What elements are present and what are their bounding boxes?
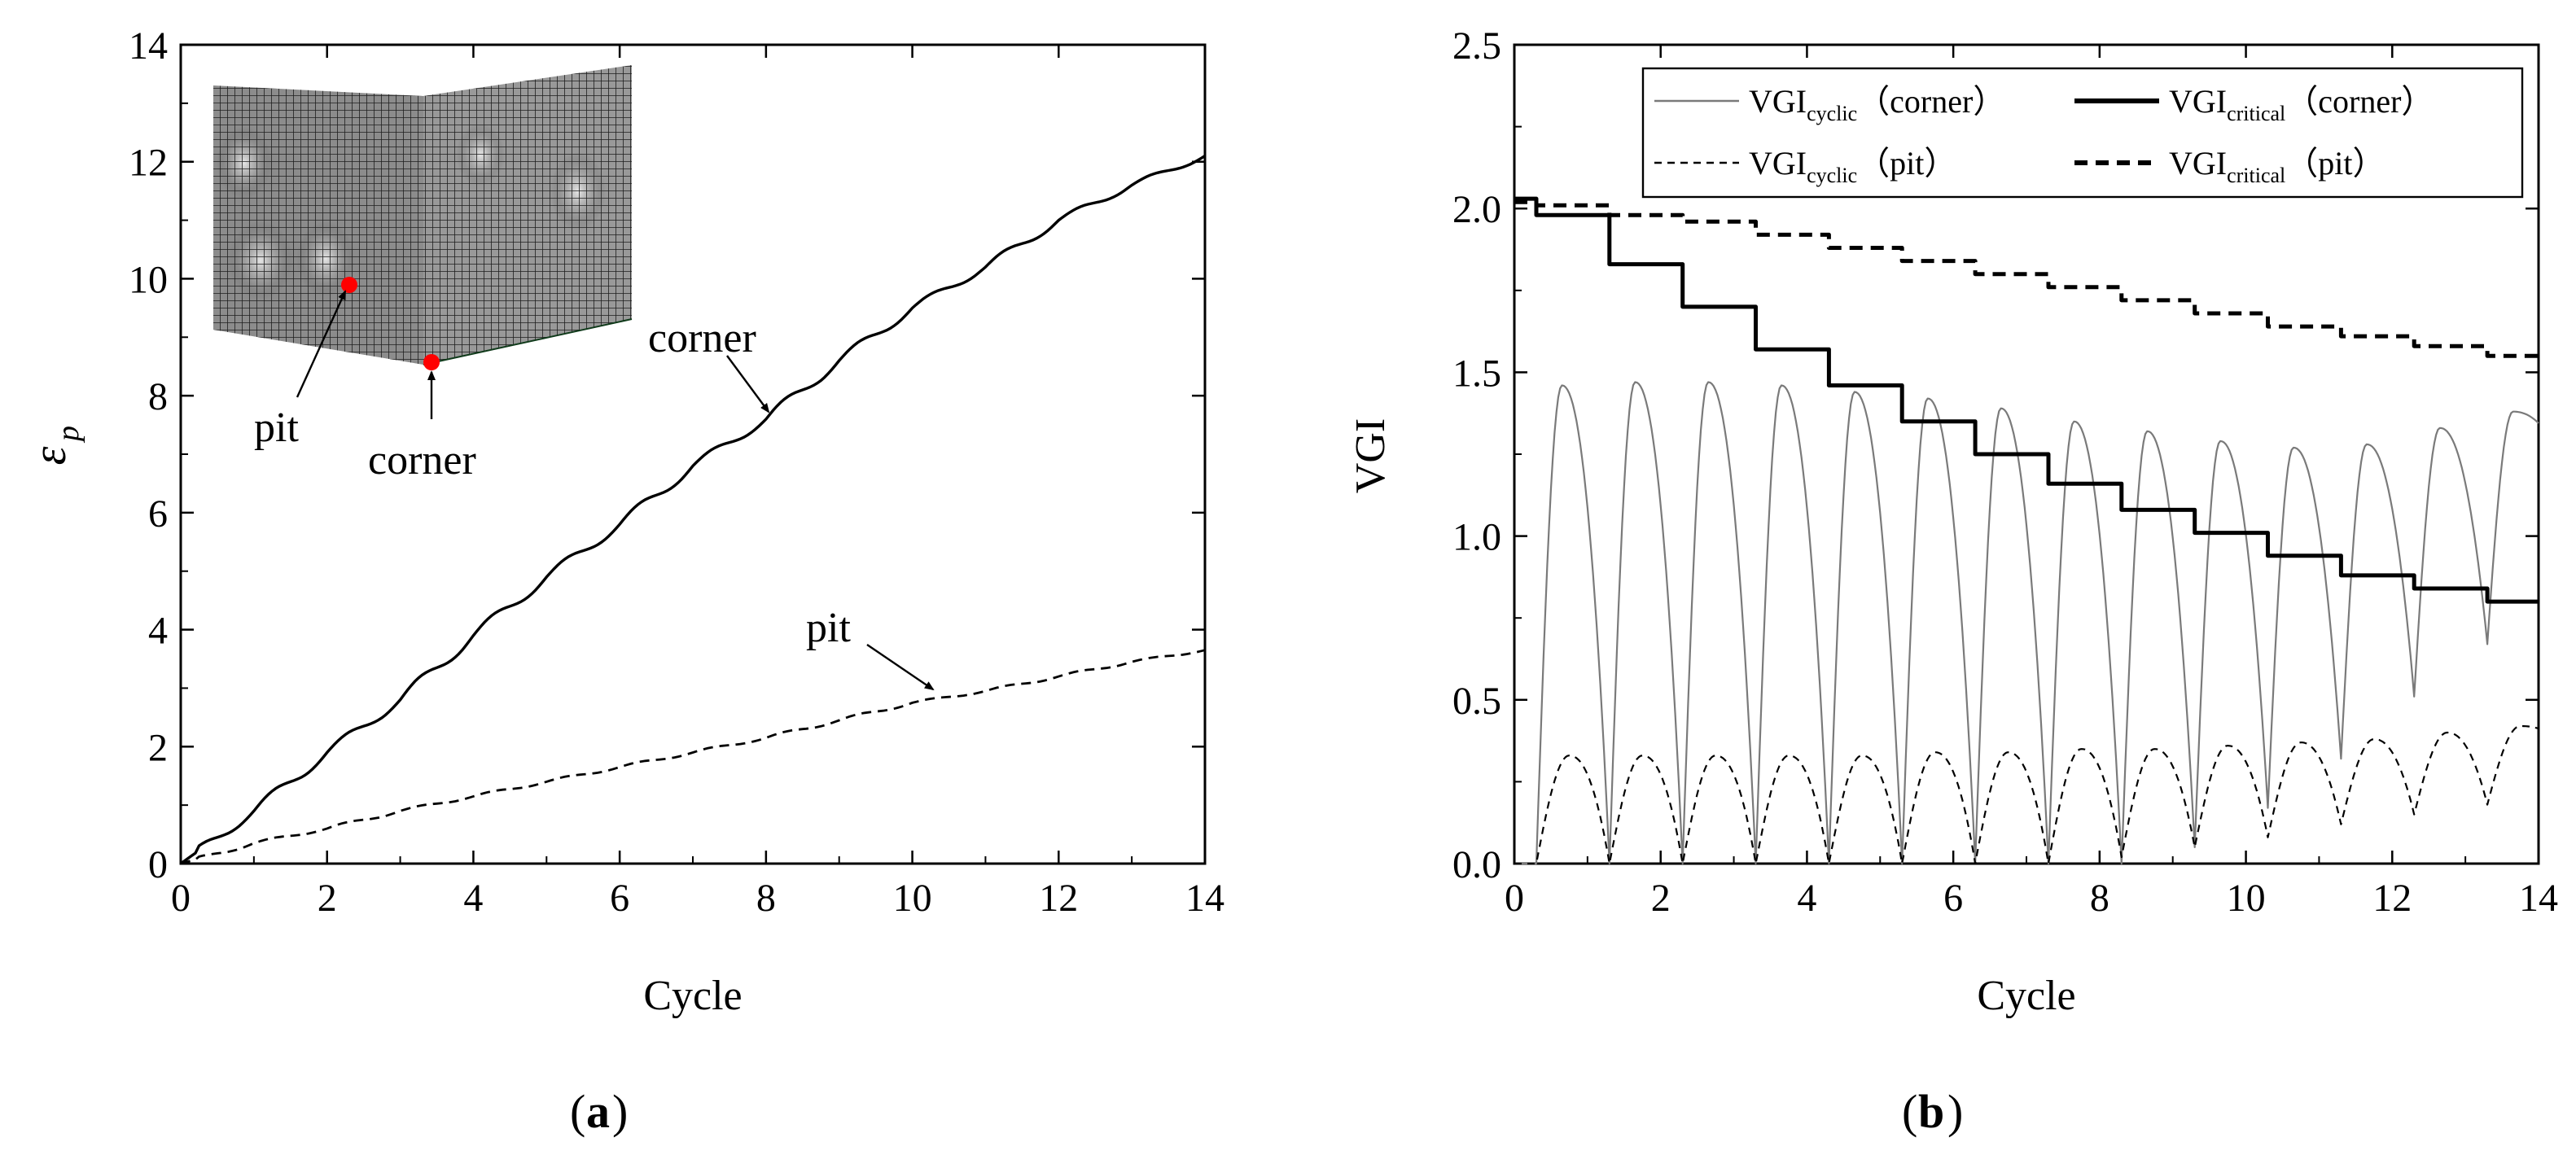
pit-arrow bbox=[296, 290, 347, 398]
x-tick-label-a: 6 bbox=[610, 877, 629, 920]
y-axis-title-a: ε p bbox=[23, 426, 85, 465]
y-tick-label-b: 0.0 bbox=[1452, 843, 1501, 886]
panel-label-b: ( b ) bbox=[1902, 1085, 1963, 1138]
legend-suffix-3: （pit） bbox=[2285, 145, 2385, 182]
y-axis-a: 0 2 4 6 8 10 12 14 bbox=[129, 24, 1205, 886]
y-axis-title-a-main: ε bbox=[23, 446, 76, 465]
legend-main-0: VGI bbox=[1749, 83, 1807, 120]
series-line-vgi-critical-pit bbox=[1514, 199, 2541, 363]
x-tick-label-b: 8 bbox=[2090, 877, 2109, 920]
pit-marker bbox=[341, 277, 357, 293]
x-tick-label-b: 14 bbox=[2519, 877, 2558, 920]
y-tick-label-a: 8 bbox=[148, 375, 168, 418]
legend-b: VGIcyclic（corner） VGIcritical（corner） VG… bbox=[1641, 67, 2524, 199]
x-tick-label-a: 14 bbox=[1185, 877, 1224, 920]
y-tick-label-a: 2 bbox=[148, 726, 168, 769]
annotation-arrow-corner bbox=[726, 355, 770, 413]
y-tick-label-a: 6 bbox=[148, 492, 168, 536]
y-tick-label-a: 12 bbox=[129, 142, 168, 185]
x-tick-label-a: 12 bbox=[1039, 877, 1078, 920]
x-axis-title-b: Cycle bbox=[1977, 973, 2075, 1019]
x-tick-label-b: 6 bbox=[1943, 877, 1963, 920]
series-line-vgi-cyclic-pit bbox=[1514, 724, 2539, 865]
series-line-corner bbox=[180, 155, 1206, 865]
x-tick-label-b: 4 bbox=[1797, 877, 1816, 920]
y-tick-label-a: 10 bbox=[129, 258, 168, 301]
legend-frame bbox=[1641, 67, 2524, 199]
svg-text:): ) bbox=[1947, 1085, 1963, 1138]
y-axis-title-a-sub: p bbox=[51, 426, 85, 444]
corner-marker bbox=[423, 354, 440, 370]
annotation-corner: corner bbox=[648, 315, 756, 361]
series-group-a bbox=[180, 155, 1206, 865]
legend-suffix-2: （pit） bbox=[1857, 145, 1956, 182]
x-tick-label-a: 10 bbox=[893, 877, 932, 920]
svg-text:VGIcritical（pit）: VGIcritical（pit） bbox=[2169, 145, 2385, 187]
inset-label-pit: pit bbox=[254, 405, 299, 451]
svg-text:): ) bbox=[612, 1085, 628, 1138]
panel-label-b-letter: b bbox=[1918, 1085, 1944, 1138]
x-tick-label-b: 2 bbox=[1651, 877, 1671, 920]
y-tick-label-a: 0 bbox=[148, 843, 168, 886]
y-tick-label-b: 1.0 bbox=[1452, 516, 1501, 559]
x-axis-title-a: Cycle bbox=[643, 973, 742, 1019]
annotation-pit: pit bbox=[806, 605, 851, 651]
y-tick-label-b: 2.0 bbox=[1452, 188, 1501, 231]
svg-text:(: ( bbox=[1902, 1085, 1917, 1138]
legend-item-critical-pit: VGIcritical（pit） bbox=[2074, 145, 2385, 187]
series-line-pit bbox=[180, 649, 1206, 865]
x-tick-label-a: 4 bbox=[463, 877, 483, 920]
x-axis-a: 0 2 4 6 8 10 12 14 bbox=[171, 45, 1224, 920]
y-tick-label-b: 0.5 bbox=[1452, 680, 1501, 723]
svg-text:VGIcyclic（pit）: VGIcyclic（pit） bbox=[1749, 145, 1956, 187]
x-tick-label-b: 0 bbox=[1505, 877, 1524, 920]
series-group-b bbox=[1514, 196, 2541, 865]
legend-item-critical-corner: VGIcritical（corner） bbox=[2074, 83, 2434, 125]
y-axis-title-b: VGI bbox=[1347, 418, 1394, 493]
legend-sub-2: cyclic bbox=[1807, 164, 1857, 187]
x-tick-label-a: 8 bbox=[756, 877, 776, 920]
x-tick-label-a: 2 bbox=[318, 877, 337, 920]
legend-main-1: VGI bbox=[2169, 83, 2227, 120]
legend-main-3: VGI bbox=[2169, 145, 2227, 182]
legend-main-2: VGI bbox=[1749, 145, 1807, 182]
y-tick-label-b: 1.5 bbox=[1452, 352, 1501, 395]
series-line-vgi-critical-corner bbox=[1514, 196, 2539, 604]
svg-text:VGIcritical（corner）: VGIcritical（corner） bbox=[2169, 83, 2434, 125]
x-tick-label-b: 12 bbox=[2372, 877, 2412, 920]
annotation-arrow-pit bbox=[866, 644, 935, 691]
y-tick-label-a: 4 bbox=[148, 610, 168, 653]
legend-item-cyclic-corner: VGIcyclic（corner） bbox=[1654, 83, 2005, 125]
inset-label-corner: corner bbox=[368, 437, 476, 483]
y-tick-label-b: 2.5 bbox=[1452, 24, 1501, 68]
series-line-vgi-cyclic-corner bbox=[1514, 381, 2539, 865]
panel-b: 0 2 4 6 8 10 12 14 0.00.51.01.52.02.5 VGIcyclic… bbox=[1347, 24, 2558, 1138]
legend-sub-0: cyclic bbox=[1807, 102, 1857, 125]
x-axis-b: 0 2 4 6 8 10 12 14 bbox=[1505, 45, 2558, 920]
y-axis-b: 0.0 0.5 1.0 1.5 2.0 2.5 bbox=[1452, 24, 2539, 886]
legend-suffix-1: （corner） bbox=[2285, 83, 2434, 120]
legend-item-cyclic-pit: VGIcyclic（pit） bbox=[1654, 145, 1956, 187]
panel-label-a: ( a ) bbox=[570, 1085, 628, 1138]
y-tick-label-a: 14 bbox=[129, 24, 168, 68]
panel-label-a-letter: a bbox=[586, 1085, 610, 1138]
svg-text:VGIcyclic（corner）: VGIcyclic（corner） bbox=[1749, 83, 2005, 125]
x-tick-label-a: 0 bbox=[171, 877, 191, 920]
x-tick-label-b: 10 bbox=[2227, 877, 2266, 920]
inset-mesh-image: pit corner bbox=[213, 65, 633, 483]
legend-suffix-0: （corner） bbox=[1857, 83, 2005, 120]
svg-text:(: ( bbox=[570, 1085, 585, 1138]
legend-sub-3: critical bbox=[2227, 164, 2285, 187]
legend-sub-1: critical bbox=[2227, 102, 2285, 125]
panel-a: 0 2 4 6 8 10 12 14 0 2 4 6 8 10 12 14 pit corner corne… bbox=[23, 24, 1224, 1138]
